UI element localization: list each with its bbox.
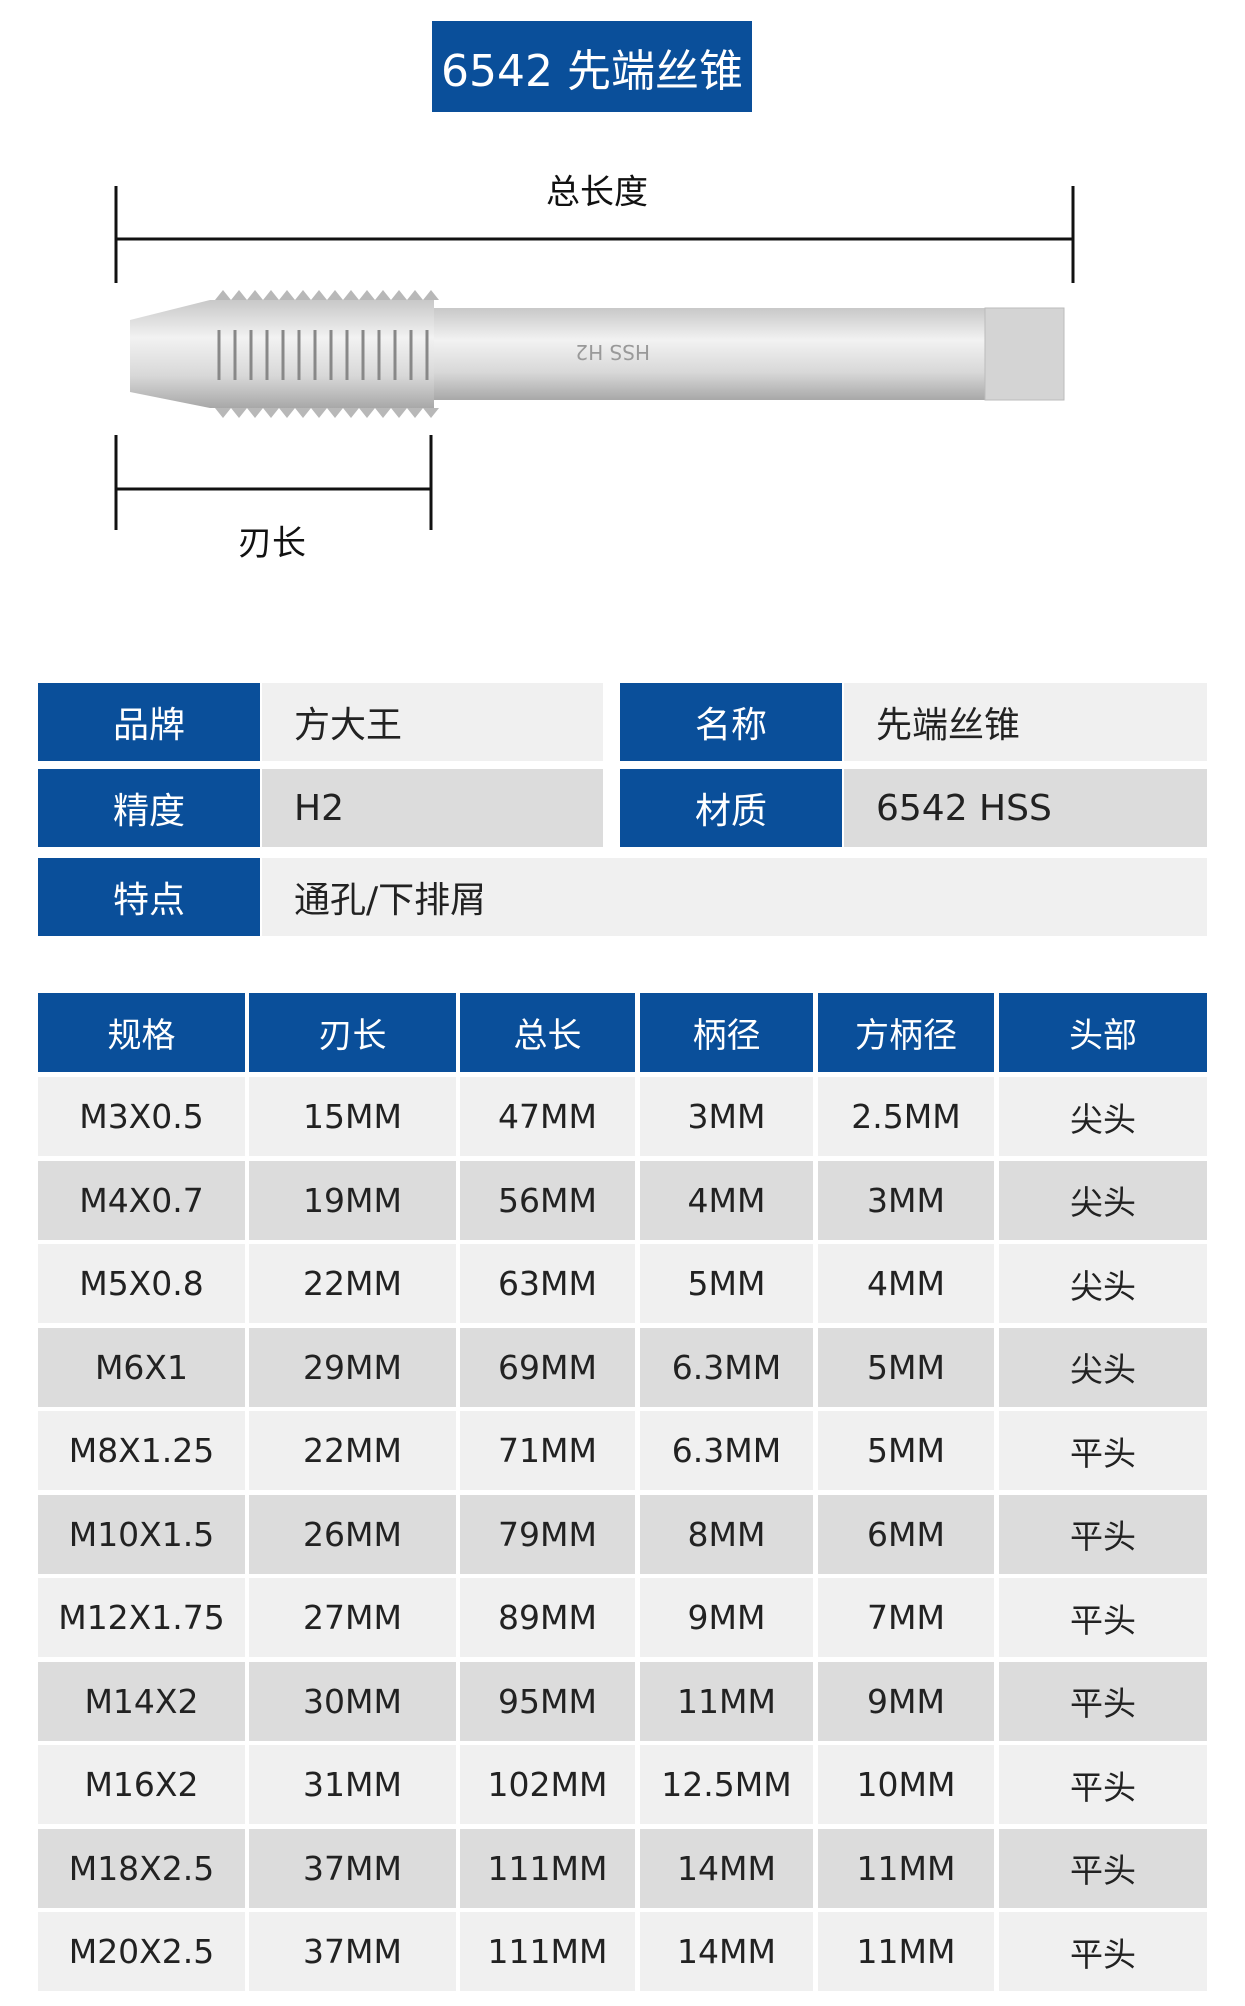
- spec-cell: 4MM: [818, 1244, 994, 1323]
- spec-cell: 30MM: [249, 1661, 456, 1741]
- spec-header-cell: 方柄径: [818, 993, 994, 1072]
- spec-cell: 95MM: [460, 1661, 635, 1741]
- spec-cell: M8X1.25: [38, 1411, 245, 1490]
- spec-cell: M4X0.7: [38, 1160, 245, 1240]
- spec-cell: 平头: [999, 1828, 1207, 1908]
- info-label: 精度: [38, 769, 260, 847]
- spec-cell: 63MM: [460, 1244, 635, 1323]
- spec-cell: 2.5MM: [818, 1077, 994, 1156]
- spec-cell: 平头: [999, 1745, 1207, 1824]
- spec-cell: 8MM: [640, 1494, 813, 1574]
- spec-cell: 14MM: [640, 1912, 813, 1991]
- spec-cell: 6.3MM: [640, 1327, 813, 1407]
- spec-cell: M3X0.5: [38, 1077, 245, 1156]
- info-label: 品牌: [38, 683, 260, 761]
- spec-cell: 尖头: [999, 1077, 1207, 1156]
- spec-header-cell: 规格: [38, 993, 245, 1072]
- spec-cell: 12.5MM: [640, 1745, 813, 1824]
- total-length-dimension: [114, 186, 1075, 283]
- info-label: 名称: [620, 683, 842, 761]
- spec-cell: M6X1: [38, 1327, 245, 1407]
- spec-cell: 平头: [999, 1494, 1207, 1574]
- blade-length-dimension: [114, 435, 433, 530]
- tap-dimension-diagram: HSS H2: [114, 186, 1075, 530]
- spec-cell: 11MM: [818, 1912, 994, 1991]
- info-value: 6542 HSS: [844, 769, 1207, 847]
- spec-cell: 26MM: [249, 1494, 456, 1574]
- total-length-label: 总长度: [546, 172, 648, 213]
- thread-teeth: [215, 290, 439, 418]
- spec-cell: 47MM: [460, 1077, 635, 1156]
- spec-header-cell: 总长: [460, 993, 635, 1072]
- spec-cell: 平头: [999, 1411, 1207, 1490]
- spec-header-cell: 头部: [999, 993, 1207, 1072]
- spec-cell: 10MM: [818, 1745, 994, 1824]
- info-value: 通孔/下排屑: [262, 858, 1207, 936]
- spec-cell: M16X2: [38, 1745, 245, 1824]
- spec-cell: 22MM: [249, 1411, 456, 1490]
- blade-length-label: 刃长: [238, 523, 306, 564]
- spec-cell: 尖头: [999, 1327, 1207, 1407]
- spec-cell: 22MM: [249, 1244, 456, 1323]
- spec-cell: 3MM: [818, 1160, 994, 1240]
- spec-cell: 79MM: [460, 1494, 635, 1574]
- spec-cell: 37MM: [249, 1912, 456, 1991]
- product-title: 6542 先端丝锥: [432, 21, 752, 112]
- spec-cell: 111MM: [460, 1912, 635, 1991]
- spec-cell: 5MM: [818, 1327, 994, 1407]
- spec-cell: 尖头: [999, 1244, 1207, 1323]
- spec-cell: 3MM: [640, 1077, 813, 1156]
- spec-cell: M10X1.5: [38, 1494, 245, 1574]
- spec-cell: 9MM: [640, 1578, 813, 1657]
- spec-cell: 5MM: [818, 1411, 994, 1490]
- info-label: 特点: [38, 858, 260, 936]
- tap-image: HSS H2: [130, 290, 1065, 418]
- spec-cell: M12X1.75: [38, 1578, 245, 1657]
- spec-cell: 71MM: [460, 1411, 635, 1490]
- spec-cell: 平头: [999, 1912, 1207, 1991]
- info-value: 方大王: [262, 683, 603, 761]
- spec-cell: 6MM: [818, 1494, 994, 1574]
- shank-marking: HSS H2: [575, 340, 650, 364]
- spec-cell: 11MM: [818, 1828, 994, 1908]
- spec-cell: 6.3MM: [640, 1411, 813, 1490]
- info-value: 先端丝锥: [844, 683, 1207, 761]
- spec-cell: 37MM: [249, 1828, 456, 1908]
- spec-cell: 4MM: [640, 1160, 813, 1240]
- spec-cell: 19MM: [249, 1160, 456, 1240]
- spec-cell: 平头: [999, 1661, 1207, 1741]
- spec-cell: 102MM: [460, 1745, 635, 1824]
- spec-header-cell: 刃长: [249, 993, 456, 1072]
- spec-cell: 5MM: [640, 1244, 813, 1323]
- spec-cell: 111MM: [460, 1828, 635, 1908]
- spec-cell: 27MM: [249, 1578, 456, 1657]
- spec-cell: M14X2: [38, 1661, 245, 1741]
- info-label: 材质: [620, 769, 842, 847]
- info-value: H2: [262, 769, 603, 847]
- spec-cell: 15MM: [249, 1077, 456, 1156]
- spec-cell: 89MM: [460, 1578, 635, 1657]
- spec-cell: 平头: [999, 1578, 1207, 1657]
- spec-cell: 31MM: [249, 1745, 456, 1824]
- spec-cell: M20X2.5: [38, 1912, 245, 1991]
- spec-cell: 14MM: [640, 1828, 813, 1908]
- spec-cell: 7MM: [818, 1578, 994, 1657]
- spec-cell: 29MM: [249, 1327, 456, 1407]
- spec-cell: 尖头: [999, 1160, 1207, 1240]
- spec-cell: 9MM: [818, 1661, 994, 1741]
- spec-cell: 69MM: [460, 1327, 635, 1407]
- spec-cell: M5X0.8: [38, 1244, 245, 1323]
- spec-cell: M18X2.5: [38, 1828, 245, 1908]
- spec-header-cell: 柄径: [640, 993, 813, 1072]
- spec-cell: 11MM: [640, 1661, 813, 1741]
- spec-cell: 56MM: [460, 1160, 635, 1240]
